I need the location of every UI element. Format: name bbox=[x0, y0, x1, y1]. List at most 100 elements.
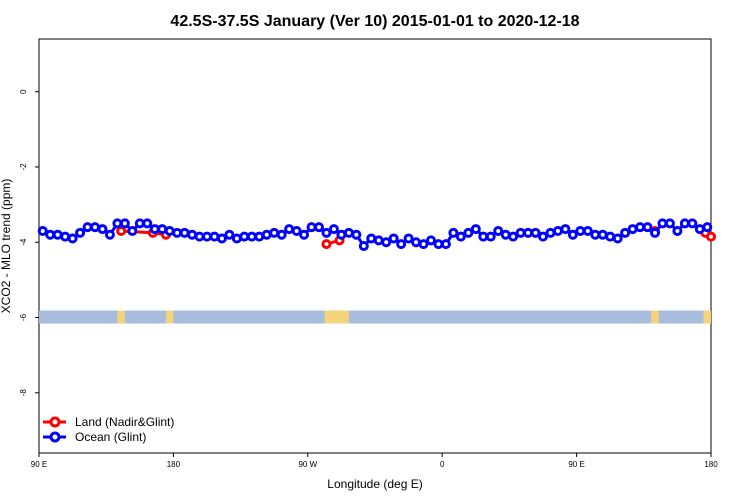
ocean-point bbox=[142, 218, 153, 229]
land-patch bbox=[651, 310, 659, 324]
ocean-point bbox=[119, 218, 130, 229]
ocean-point bbox=[224, 229, 235, 240]
ocean-point bbox=[164, 225, 175, 236]
ocean-point bbox=[627, 224, 638, 235]
ocean-point bbox=[388, 233, 399, 244]
ocean-point bbox=[560, 224, 571, 235]
land-mask-band bbox=[39, 310, 711, 324]
ocean-point bbox=[261, 229, 272, 240]
y-axis-title: XCO2 - MLO trend (ppm) bbox=[0, 179, 13, 314]
ocean-point bbox=[67, 233, 78, 244]
ocean-point bbox=[269, 227, 280, 238]
ocean-point bbox=[246, 231, 257, 242]
x-axis: 90 E 180 90 W 0 90 E 180 bbox=[31, 453, 718, 469]
ocean-point bbox=[523, 227, 534, 238]
x-tick-label: 90 W bbox=[298, 460, 317, 469]
ocean-point bbox=[231, 233, 242, 244]
ocean-point bbox=[373, 235, 384, 246]
ocean-point bbox=[127, 225, 138, 236]
ocean-point bbox=[284, 224, 295, 235]
ocean-point bbox=[575, 225, 586, 236]
land-patch bbox=[165, 310, 174, 324]
ocean-point bbox=[605, 231, 616, 242]
x-tick-label: 180 bbox=[704, 460, 718, 469]
ocean-point bbox=[366, 233, 377, 244]
ocean-point bbox=[179, 227, 190, 238]
ocean-point bbox=[306, 222, 317, 233]
ocean-point bbox=[157, 224, 168, 235]
ocean-point bbox=[112, 218, 123, 229]
ocean-point bbox=[590, 229, 601, 240]
x-tick-label: 0 bbox=[440, 460, 445, 469]
ocean-point bbox=[314, 222, 324, 233]
land-patch bbox=[117, 310, 125, 324]
ocean-point bbox=[321, 227, 332, 238]
ocean-point bbox=[336, 229, 347, 240]
y-tick-label: -8 bbox=[19, 389, 28, 397]
land-patch bbox=[703, 310, 711, 324]
ocean-point bbox=[582, 225, 593, 236]
ocean-point bbox=[254, 231, 265, 242]
ocean-point bbox=[45, 229, 56, 240]
ocean-point bbox=[448, 227, 459, 238]
ocean-point bbox=[597, 229, 608, 240]
series-ocean bbox=[37, 218, 713, 251]
y-tick-label: 0 bbox=[19, 89, 28, 94]
ocean-point bbox=[493, 225, 504, 236]
plot-frame bbox=[38, 38, 712, 454]
ocean-point bbox=[702, 222, 713, 233]
land-point bbox=[321, 239, 332, 250]
legend-marker-ocean bbox=[49, 431, 61, 443]
ocean-point bbox=[149, 224, 160, 235]
y-tick-label: -6 bbox=[19, 313, 28, 321]
ocean-point bbox=[635, 222, 646, 233]
ocean-point bbox=[433, 239, 444, 250]
ocean-point bbox=[82, 222, 93, 233]
ocean-point bbox=[291, 225, 302, 236]
ocean-point bbox=[172, 227, 183, 238]
ocean-point bbox=[328, 224, 339, 235]
x-tick-label: 90 E bbox=[31, 460, 47, 469]
ocean-point bbox=[500, 229, 511, 240]
ocean-point bbox=[694, 224, 705, 235]
ocean-point bbox=[672, 225, 683, 236]
ocean-point bbox=[381, 237, 392, 248]
land-point bbox=[116, 225, 127, 236]
legend-label-ocean: Ocean (Glint) bbox=[75, 430, 146, 444]
ocean-point bbox=[216, 233, 227, 244]
ocean-point bbox=[650, 227, 660, 238]
y-axis: 0 -2 -4 -6 -8 bbox=[19, 89, 39, 396]
ocean-point bbox=[567, 229, 578, 240]
ocean-point bbox=[664, 218, 675, 229]
ocean-point bbox=[411, 237, 422, 248]
ocean-point bbox=[455, 231, 466, 242]
land-point bbox=[706, 231, 716, 242]
ocean-point bbox=[687, 218, 698, 229]
ocean-point bbox=[299, 229, 310, 240]
x-axis-title: Longitude (deg E) bbox=[327, 477, 422, 491]
ocean-point bbox=[202, 231, 212, 242]
ocean-point bbox=[358, 241, 369, 251]
ocean-point bbox=[52, 229, 63, 240]
ocean-point bbox=[104, 229, 115, 240]
x-tick-label: 180 bbox=[167, 460, 181, 469]
ocean-point bbox=[545, 227, 556, 238]
land-patch bbox=[324, 310, 349, 324]
ocean-point bbox=[418, 239, 429, 250]
ocean-point bbox=[552, 225, 563, 236]
legend-label-land: Land (Nadir&Glint) bbox=[75, 415, 174, 429]
ocean-point bbox=[440, 239, 451, 250]
ocean-point bbox=[478, 231, 489, 242]
legend-marker-land bbox=[49, 416, 61, 428]
ocean-point bbox=[396, 239, 407, 250]
ocean-point bbox=[75, 227, 86, 238]
ocean-point bbox=[134, 218, 145, 229]
ocean-point bbox=[97, 224, 108, 235]
ocean-point bbox=[343, 227, 354, 238]
ocean-point bbox=[90, 222, 100, 233]
ocean-point bbox=[60, 231, 71, 242]
ocean-point bbox=[463, 227, 474, 238]
ocean-point bbox=[508, 231, 519, 242]
ocean-point bbox=[538, 231, 548, 242]
